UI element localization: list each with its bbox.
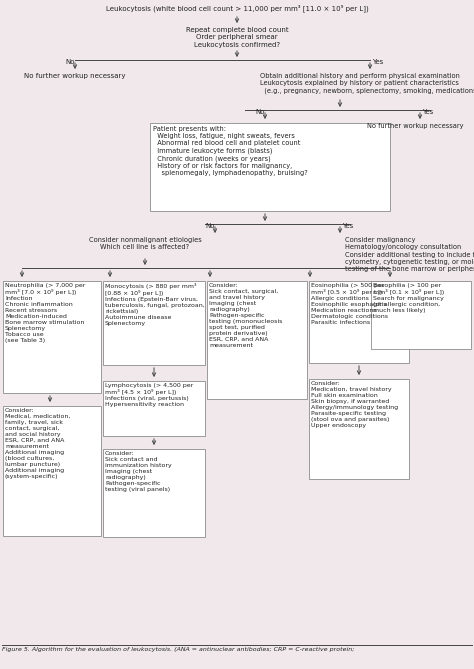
Text: Consider:
Sick contact, surgical,
and travel history
Imaging (chest
radiography): Consider: Sick contact, surgical, and tr… — [209, 283, 283, 348]
Text: Eosinophilia (> 500 per
mm³ [0.5 × 10⁹ per L])
Allergic conditions
Eosinophilic : Eosinophilia (> 500 per mm³ [0.5 × 10⁹ p… — [311, 283, 388, 325]
Text: Yes: Yes — [342, 223, 353, 229]
Text: Lymphocytosis (> 4,500 per
mm³ [4.5 × 10⁹ per L])
Infections (viral, pertussis)
: Lymphocytosis (> 4,500 per mm³ [4.5 × 10… — [105, 383, 193, 407]
Text: Patient presents with:
  Weight loss, fatigue, night sweats, fevers
  Abnormal r: Patient presents with: Weight loss, fati… — [153, 126, 308, 177]
Text: Consider:
Medication, travel history
Full skin examination
Skin biopsy, if warra: Consider: Medication, travel history Ful… — [311, 381, 398, 428]
Text: Consider malignancy
Hematology/oncology consultation
Consider additional testing: Consider malignancy Hematology/oncology … — [345, 237, 474, 272]
Text: No further workup necessary: No further workup necessary — [367, 123, 463, 129]
Bar — [3, 406, 101, 536]
Bar — [150, 123, 390, 211]
Text: Basophilia (> 100 per
mm³ [0.1 × 10⁹ per L])
Search for malignancy
(or allergic : Basophilia (> 100 per mm³ [0.1 × 10⁹ per… — [373, 283, 444, 313]
Text: No: No — [205, 223, 215, 229]
Bar — [103, 281, 205, 365]
Text: Neutrophilia (> 7,000 per
mm³ [7.0 × 10⁹ per L])
Infection
Chronic inflammation
: Neutrophilia (> 7,000 per mm³ [7.0 × 10⁹… — [5, 283, 85, 343]
Bar — [309, 379, 409, 479]
Text: Monocytosis (> 880 per mm³
[0.88 × 10⁹ per L])
Infections (Epstein-Barr virus,
t: Monocytosis (> 880 per mm³ [0.88 × 10⁹ p… — [105, 283, 205, 326]
Text: Obtain additional history and perform physical examination
Leukocytosis explaine: Obtain additional history and perform ph… — [260, 73, 474, 94]
Text: Consider:
Sick contact and
immunization history
Imaging (chest
radiography)
Path: Consider: Sick contact and immunization … — [105, 451, 172, 492]
Text: Figure 5. Algorithm for the evaluation of leukocytosis. (ANA = antinuclear antib: Figure 5. Algorithm for the evaluation o… — [2, 647, 355, 652]
Bar — [309, 281, 409, 363]
Text: Yes: Yes — [372, 59, 383, 65]
Bar — [207, 281, 307, 399]
Bar — [3, 281, 101, 393]
Text: Yes: Yes — [422, 109, 433, 115]
Bar — [371, 281, 471, 349]
Text: No: No — [255, 109, 264, 115]
Text: Consider nonmalignant etiologies
Which cell line is affected?: Consider nonmalignant etiologies Which c… — [89, 237, 201, 250]
Text: No further workup necessary: No further workup necessary — [24, 73, 126, 79]
Text: No: No — [65, 59, 74, 65]
Text: Leukocytosis (white blood cell count > 11,000 per mm³ [11.0 × 10⁹ per L]): Leukocytosis (white blood cell count > 1… — [106, 4, 368, 12]
Bar — [103, 381, 205, 436]
Bar — [103, 449, 205, 537]
Text: Repeat complete blood count
Order peripheral smear
Leukocytosis confirmed?: Repeat complete blood count Order periph… — [186, 27, 288, 47]
Text: Consider:
Medical, medication,
family, travel, sick
contact, surgical,
and socia: Consider: Medical, medication, family, t… — [5, 408, 70, 479]
